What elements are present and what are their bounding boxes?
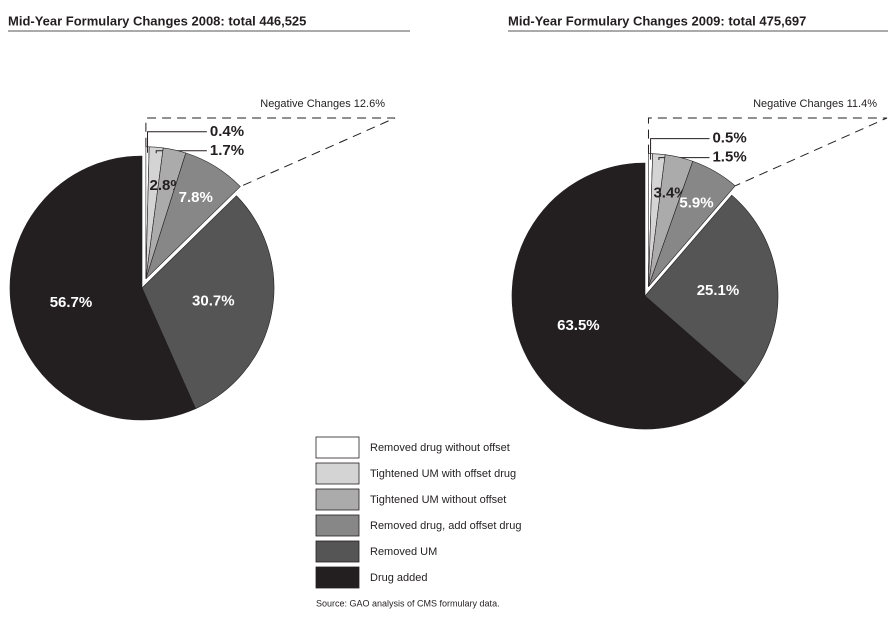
callout-label: Negative Changes 11.4% [753,98,877,110]
leader-line [650,138,710,160]
pie-slice [141,195,275,410]
callout-label: Negative Changes 12.6% [260,98,385,110]
slice-label: 1.7% [210,142,244,159]
pie-slice [644,194,779,384]
pie-slice [145,152,241,279]
chart-title: Mid-Year Formulary Changes 2008: total 4… [8,13,306,28]
slice-label: 30.7% [192,293,235,310]
slice-label: 0.5% [712,130,746,147]
pie-slice [511,162,746,430]
legend-label: Drug added [370,572,428,584]
leader-line [147,131,207,153]
legend-label: Removed drug without offset [370,442,510,454]
pie-slice [648,160,736,287]
leader-line [155,150,207,154]
legend-swatch [315,540,360,563]
source: Source: GAO analysis of CMS formulary da… [316,598,500,608]
callout-dash [647,117,888,187]
slice-label: 56.7% [50,294,93,311]
legend-swatch [315,488,360,511]
slice-label: 5.9% [679,195,713,212]
pie-slice [9,155,196,421]
legend-label: Removed UM [370,546,437,558]
chart-title: Mid-Year Formulary Changes 2009: total 4… [508,13,806,28]
slice-label: 25.1% [697,282,740,299]
legend-swatch [315,566,360,589]
slice-label: 63.5% [557,317,600,334]
slice-label: 1.5% [712,149,746,166]
leader-line [658,157,710,161]
slice-label: 0.4% [210,123,244,140]
legend-label: Tightened UM with offset drug [370,468,516,480]
slice-label: 7.8% [179,189,213,206]
legend-label: Removed drug, add offset drug [370,520,521,532]
legend-label: Tightened UM without offset [370,494,506,506]
slice-label: 3.4% [653,184,687,201]
legend-swatch [315,514,360,537]
callout-dash [145,117,396,188]
legend-swatch [315,436,360,459]
legend-swatch [315,462,360,485]
